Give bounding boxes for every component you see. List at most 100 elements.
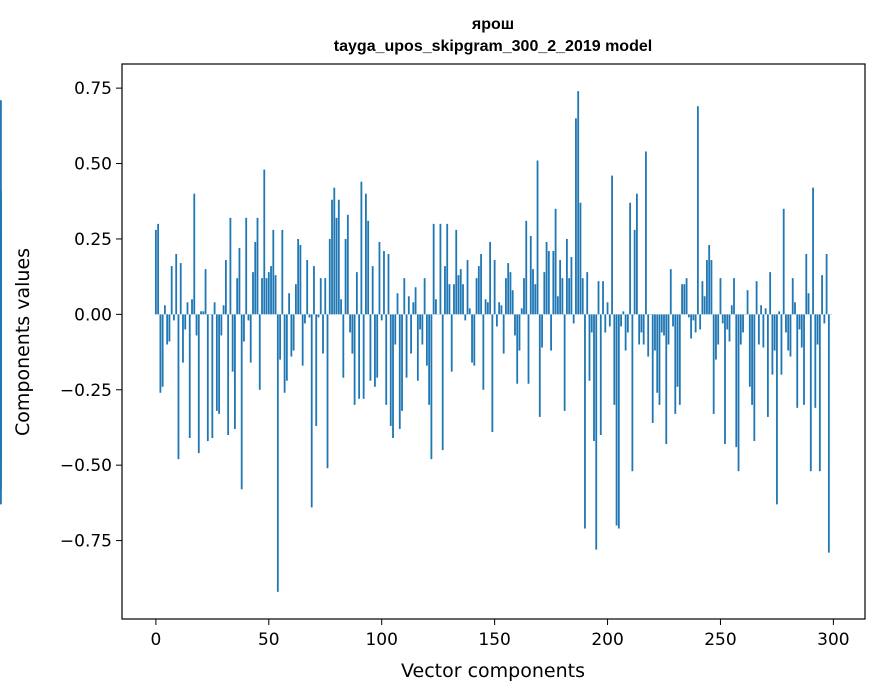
bar-46 xyxy=(258,314,261,390)
bar-226 xyxy=(665,314,668,445)
bar-153 xyxy=(500,305,503,315)
bar-139 xyxy=(468,308,471,315)
bar-35 xyxy=(234,314,236,429)
bar-133 xyxy=(455,229,458,315)
bar-234 xyxy=(683,284,686,315)
bar-220 xyxy=(651,314,654,423)
bar-140 xyxy=(471,314,473,363)
bar-152 xyxy=(498,302,501,315)
bar-105 xyxy=(392,314,394,439)
bar-286 xyxy=(800,314,803,348)
bar-120 xyxy=(425,314,428,366)
bar-267 xyxy=(757,314,760,345)
bar-289 xyxy=(807,293,810,315)
bar-192 xyxy=(588,314,591,381)
bar-51 xyxy=(270,266,272,315)
bar-204 xyxy=(615,314,618,526)
bar-282 xyxy=(791,278,794,315)
bar-9 xyxy=(175,254,178,315)
bar-25 xyxy=(211,314,214,439)
bar-56 xyxy=(281,229,284,315)
bar-63 xyxy=(297,238,300,315)
bar-142 xyxy=(475,278,478,315)
bar-123 xyxy=(432,223,435,315)
bar-181 xyxy=(563,314,566,411)
y-axis-label: Components values xyxy=(12,248,34,436)
bar-90 xyxy=(358,314,361,399)
x-axis-label: Vector components xyxy=(401,660,585,682)
bar-undefined xyxy=(0,257,2,315)
bar-225 xyxy=(663,314,665,336)
bar-33 xyxy=(229,217,232,315)
bar-100 xyxy=(380,314,383,321)
bar-198 xyxy=(602,281,604,315)
plot-area-frame xyxy=(121,63,866,620)
bar-16 xyxy=(191,299,193,315)
bar-86 xyxy=(349,314,351,333)
bar-117 xyxy=(419,314,422,330)
bar-211 xyxy=(631,314,634,472)
bar-103 xyxy=(387,254,390,315)
bar-95 xyxy=(369,314,372,381)
bar-110 xyxy=(403,278,406,315)
bar-73 xyxy=(319,278,322,315)
bar-131 xyxy=(450,314,453,372)
bar-283 xyxy=(794,302,796,315)
bar-111 xyxy=(405,314,408,378)
bar-206 xyxy=(620,314,623,327)
bar-83 xyxy=(342,314,345,378)
bar-40 xyxy=(245,217,248,315)
bars-group xyxy=(0,91,833,592)
bar-241 xyxy=(699,314,702,330)
bar-217 xyxy=(645,151,647,315)
bar-238 xyxy=(692,314,695,321)
bar-37 xyxy=(238,247,241,315)
bar-237 xyxy=(690,314,693,339)
bar-246 xyxy=(710,260,713,315)
bar-15 xyxy=(188,314,191,439)
bar-239 xyxy=(694,314,697,333)
bar-242 xyxy=(701,281,704,315)
bar-214 xyxy=(638,314,641,345)
bar-248 xyxy=(715,314,717,360)
bar-297 xyxy=(825,254,828,315)
bar-129 xyxy=(446,223,449,315)
bar-143 xyxy=(477,266,480,315)
bar-227 xyxy=(667,314,670,345)
bar-197 xyxy=(599,314,602,436)
bar-18 xyxy=(195,314,198,336)
bar-113 xyxy=(410,314,412,354)
bar-215 xyxy=(640,314,643,333)
bar-161 xyxy=(518,314,521,351)
bar-194 xyxy=(593,314,595,442)
bar-218 xyxy=(647,314,650,357)
bar-294 xyxy=(818,314,821,472)
bar-64 xyxy=(299,244,302,315)
bar-280 xyxy=(787,314,790,351)
bar-87 xyxy=(351,314,354,354)
bar-199 xyxy=(604,314,607,333)
bar-144 xyxy=(480,254,482,315)
bar-177 xyxy=(554,208,557,315)
bar-13 xyxy=(184,314,187,330)
bar-292 xyxy=(814,314,817,408)
bar-150 xyxy=(493,260,496,315)
bar-106 xyxy=(394,314,397,345)
bar-84 xyxy=(344,238,347,315)
bar-127 xyxy=(441,314,444,451)
bar-184 xyxy=(570,257,573,315)
bar-224 xyxy=(660,314,663,333)
bar-6 xyxy=(168,314,171,342)
bar-185 xyxy=(572,314,575,324)
bar-191 xyxy=(586,272,589,315)
bar-158 xyxy=(511,290,514,315)
bar-273 xyxy=(771,314,774,375)
bar-257 xyxy=(735,314,738,448)
bar-260 xyxy=(742,314,744,333)
bar-92 xyxy=(362,314,365,399)
bar-293 xyxy=(816,314,819,345)
bar-48 xyxy=(263,169,266,315)
bar-200 xyxy=(606,302,609,315)
y-axis-ticks: 0.75 0.50 0.25 0.00 −0.25 −0.50 −0.75 xyxy=(60,79,122,552)
bar-290 xyxy=(809,314,812,472)
